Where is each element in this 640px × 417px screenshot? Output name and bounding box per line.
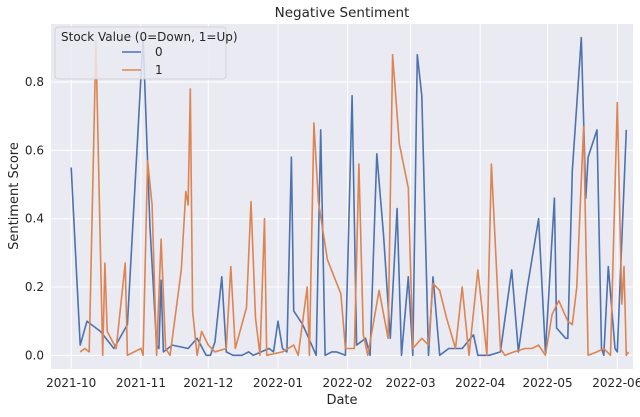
x-tick-label: 2021-10 bbox=[46, 376, 96, 390]
y-tick-label: 0.4 bbox=[25, 212, 44, 226]
x-tick-label: 2022-04 bbox=[455, 376, 505, 390]
series-line-0 bbox=[70, 36, 628, 357]
y-tick-label: 0.2 bbox=[25, 280, 44, 294]
x-tick-label: 2022-01 bbox=[253, 376, 303, 390]
x-tick-label: 2022-03 bbox=[385, 376, 435, 390]
series-layer bbox=[70, 36, 630, 357]
x-tick-label: 2022-02 bbox=[323, 376, 373, 390]
y-gridlines bbox=[51, 81, 633, 356]
y-tick-label: 0.0 bbox=[25, 348, 44, 362]
x-tick-label: 2021-11 bbox=[116, 376, 166, 390]
y-tick-labels: 0.0 0.2 0.4 0.6 0.8 bbox=[25, 75, 44, 362]
legend-label-series-1: 1 bbox=[155, 63, 163, 77]
x-tick-label: 2022-05 bbox=[523, 376, 573, 390]
legend: Stock Value (0=Down, 1=Up) 0 1 bbox=[54, 26, 238, 80]
y-axis-label: Sentiment Score bbox=[7, 142, 22, 250]
x-tick-label: 2021-12 bbox=[183, 376, 233, 390]
chart-title: Negative Sentiment bbox=[275, 5, 410, 21]
x-tick-labels: 2021-10 2021-11 2021-12 2022-01 2022-02 2022-… bbox=[46, 376, 640, 390]
legend-box bbox=[54, 26, 227, 80]
y-tick-label: 0.8 bbox=[25, 75, 44, 89]
y-tick-label: 0.6 bbox=[25, 143, 44, 157]
x-tick-label: 2022-06 bbox=[592, 376, 640, 390]
x-axis-label: Date bbox=[326, 393, 357, 408]
legend-label-series-0: 0 bbox=[155, 45, 163, 59]
legend-title: Stock Value (0=Down, 1=Up) bbox=[61, 30, 238, 44]
x-gridlines bbox=[70, 24, 618, 369]
series-line-1 bbox=[79, 40, 630, 357]
